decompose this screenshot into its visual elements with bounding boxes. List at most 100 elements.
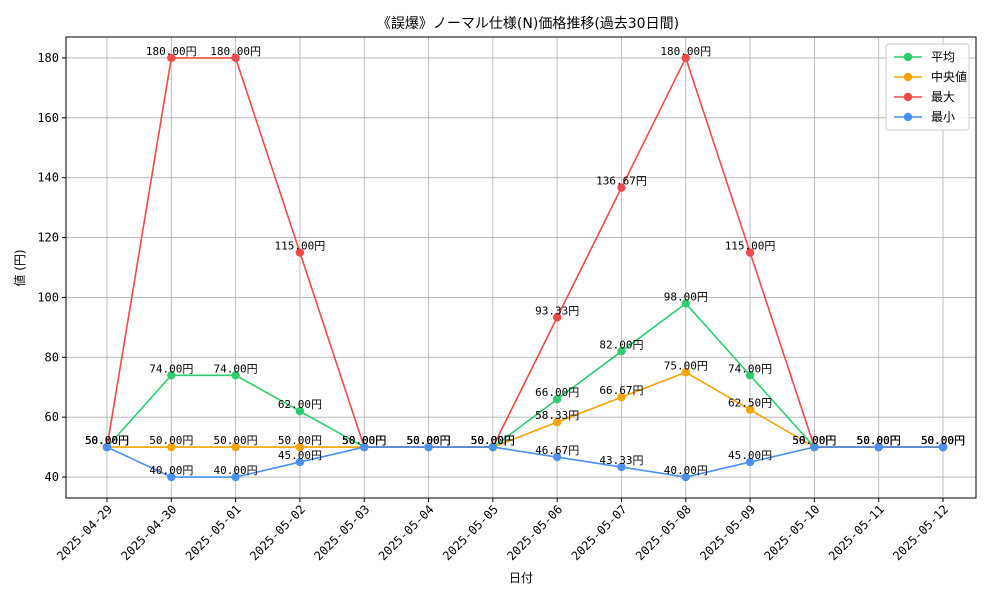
data-point bbox=[617, 183, 626, 192]
data-point bbox=[231, 442, 240, 452]
data-point bbox=[102, 442, 112, 452]
series-line-2 bbox=[106, 55, 943, 448]
data-label: 74.00円 bbox=[149, 362, 193, 375]
legend-entry-label: 中央値 bbox=[931, 69, 967, 84]
data-label: 50.00円 bbox=[857, 434, 901, 447]
data-label: 50.00円 bbox=[85, 434, 129, 447]
data-label: 50.00円 bbox=[406, 434, 450, 447]
data-point bbox=[745, 405, 755, 414]
data-label: 50.00円 bbox=[792, 434, 836, 447]
y-tick-label: 180 bbox=[37, 51, 59, 65]
data-label: 50.00円 bbox=[471, 434, 515, 447]
data-point bbox=[617, 393, 626, 402]
y-tick-label: 40 bbox=[45, 470, 59, 484]
data-label: 62.50円 bbox=[728, 397, 772, 410]
x-tick-label: 2025-05-12 bbox=[890, 502, 951, 563]
data-point bbox=[167, 442, 176, 452]
data-label: 82.00円 bbox=[599, 338, 643, 351]
data-point bbox=[617, 347, 626, 356]
data-point bbox=[167, 371, 176, 380]
data-label: 50.00円 bbox=[471, 434, 515, 447]
data-label: 50.00円 bbox=[792, 434, 836, 447]
grid-lines bbox=[66, 37, 976, 498]
data-label: 50.00円 bbox=[149, 434, 193, 447]
series-line-3 bbox=[106, 446, 943, 478]
data-label: 40.00円 bbox=[664, 464, 708, 477]
data-label: 45.00円 bbox=[728, 449, 772, 462]
data-label: 50.00円 bbox=[921, 434, 965, 447]
data-label: 74.00円 bbox=[728, 362, 772, 375]
data-label: 180.00円 bbox=[146, 45, 197, 58]
x-tick-label: 2025-05-01 bbox=[183, 502, 244, 563]
data-label: 50.00円 bbox=[342, 434, 386, 447]
y-axis-title: 値 (円) bbox=[12, 249, 27, 286]
data-label: 58.33円 bbox=[535, 409, 579, 422]
data-point bbox=[552, 395, 562, 404]
data-label: 98.00円 bbox=[664, 290, 708, 303]
x-tick-label: 2025-05-09 bbox=[697, 502, 758, 563]
data-point bbox=[681, 299, 690, 308]
legend-swatch-marker bbox=[903, 72, 913, 82]
data-labels-group: 50.00円 74.00円 74.00円 62.00円 50.00円 50.00円 50.0… bbox=[85, 45, 965, 477]
x-axis-ticks: 2025-04-29 2025-04-30 2025-05-01 2025-05-02… bbox=[54, 498, 951, 563]
data-label: 50.00円 bbox=[85, 434, 129, 447]
series-line-0 bbox=[106, 302, 943, 448]
data-label: 50.00円 bbox=[278, 434, 322, 447]
x-tick-label: 2025-04-30 bbox=[118, 502, 179, 563]
legend-entry-label: 最小 bbox=[931, 110, 955, 124]
data-point bbox=[424, 442, 433, 452]
data-point bbox=[231, 472, 240, 482]
data-point bbox=[552, 417, 562, 427]
data-label: 50.00円 bbox=[857, 434, 901, 447]
data-point bbox=[167, 472, 176, 482]
data-label: 43.33円 bbox=[599, 454, 643, 467]
data-point bbox=[295, 457, 305, 467]
data-point bbox=[681, 368, 690, 377]
y-tick-label: 120 bbox=[37, 231, 59, 245]
data-label: 50.00円 bbox=[85, 434, 129, 447]
data-point bbox=[295, 248, 305, 257]
legend-swatch-marker bbox=[903, 112, 913, 122]
data-label: 115.00円 bbox=[725, 240, 776, 253]
data-label: 50.00円 bbox=[471, 434, 515, 447]
x-tick-label: 2025-05-06 bbox=[504, 502, 565, 563]
data-label: 50.00円 bbox=[857, 434, 901, 447]
data-point bbox=[681, 472, 690, 482]
data-label: 66.67円 bbox=[599, 384, 643, 397]
data-label: 50.00円 bbox=[214, 434, 258, 447]
data-point bbox=[745, 248, 755, 257]
data-label: 66.00円 bbox=[535, 386, 579, 399]
data-label: 50.00円 bbox=[406, 434, 450, 447]
legend-entry-label: 最大 bbox=[931, 90, 955, 104]
data-label: 50.00円 bbox=[921, 434, 965, 447]
data-point bbox=[231, 53, 240, 63]
data-label: 75.00円 bbox=[664, 359, 708, 372]
data-label: 93.33円 bbox=[535, 304, 579, 317]
x-tick-label: 2025-05-07 bbox=[569, 502, 630, 563]
data-point bbox=[552, 452, 562, 462]
x-tick-label: 2025-05-08 bbox=[633, 502, 694, 563]
data-point bbox=[745, 457, 755, 467]
data-label: 50.00円 bbox=[857, 434, 901, 447]
data-point bbox=[167, 53, 176, 63]
y-tick-label: 80 bbox=[45, 350, 59, 364]
data-label: 45.00円 bbox=[278, 449, 322, 462]
y-tick-label: 60 bbox=[45, 410, 59, 424]
data-point bbox=[552, 313, 562, 322]
x-tick-label: 2025-04-29 bbox=[54, 502, 115, 563]
data-label: 50.00円 bbox=[342, 434, 386, 447]
data-label: 40.00円 bbox=[214, 464, 258, 477]
data-point bbox=[745, 371, 755, 380]
data-label: 50.00円 bbox=[406, 434, 450, 447]
data-label: 180.00円 bbox=[660, 45, 711, 58]
plot-area-frame bbox=[65, 36, 977, 499]
legend-box bbox=[885, 43, 970, 131]
data-label: 50.00円 bbox=[406, 434, 450, 447]
data-label: 180.00円 bbox=[210, 45, 261, 58]
data-point bbox=[617, 462, 626, 472]
data-label: 50.00円 bbox=[471, 434, 515, 447]
legend-swatch-marker bbox=[903, 52, 913, 62]
data-label: 50.00円 bbox=[921, 434, 965, 447]
data-label: 136.67円 bbox=[596, 175, 647, 188]
data-label: 50.00円 bbox=[792, 434, 836, 447]
